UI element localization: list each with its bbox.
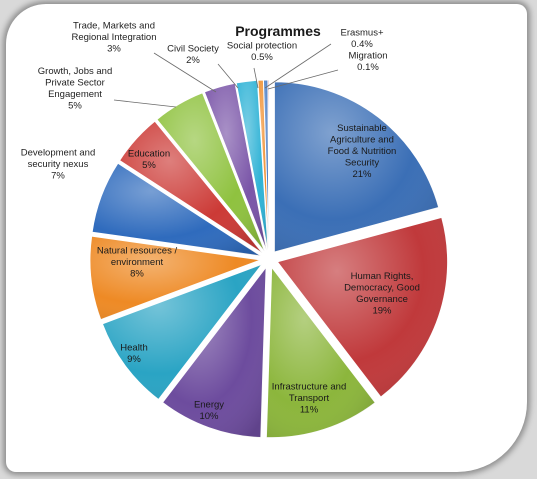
slice-label-line: Trade, Markets and (73, 21, 155, 32)
leader-line (253, 67, 259, 89)
slice-label-line: security nexus (28, 159, 89, 170)
pie-slices (89, 79, 448, 438)
slice-label-line: Transport (289, 393, 330, 404)
slice-label-line: Education (128, 148, 170, 159)
slice-label-line: Social protection (227, 40, 297, 51)
slice-label-line: Erasmus+ (340, 27, 383, 38)
slice-label-line: Food & Nutrition (328, 146, 397, 157)
slice-label: Health 9% (120, 342, 147, 365)
slice-percent: 2% (186, 55, 200, 66)
slice-label: Human Rights, Democracy, Good Governance 19… (344, 271, 420, 317)
slice-label-line: Agriculture and (330, 135, 394, 146)
leader-lines (113, 43, 339, 108)
slice-percent: 19% (372, 305, 392, 316)
slice-label: Trade, Markets and Regional Integration 3% (71, 21, 156, 55)
slice-label: Erasmus+ 0.4% (340, 27, 383, 50)
slice-label-line: Private Sector (45, 77, 105, 88)
pie-chart: Programmes Sustainable Agriculture and Foo… (21, 21, 448, 438)
pie-slice-shine (156, 92, 265, 252)
slice-percent: 5% (142, 160, 156, 171)
chart-frame: Programmes Sustainable Agriculture and Foo… (6, 4, 527, 472)
chart-title: Programmes (235, 23, 321, 39)
slice-percent: 10% (199, 411, 219, 422)
slice-label-line: Regional Integration (71, 32, 156, 43)
leader-line (217, 63, 239, 89)
pie-slice-shine (90, 236, 261, 320)
pie-slice-shine (204, 83, 267, 251)
pie-slice-shine (102, 264, 262, 400)
slice-percent: 11% (300, 405, 319, 416)
leader-line (267, 69, 339, 90)
slice-percent: 7% (51, 171, 65, 182)
slice-label: Natural resources / environment 8% (97, 246, 178, 280)
slice-label: Development and security nexus 7% (21, 148, 95, 182)
leader-line (264, 43, 332, 89)
slice-label-line: Engagement (48, 89, 102, 100)
slice-percent: 8% (130, 269, 144, 280)
slice-label-line: Sustainable (337, 123, 387, 134)
pie-slice-shine (266, 267, 376, 438)
pie-slice-shine (119, 121, 263, 253)
slice-label-line: Infrastructure and (272, 382, 346, 393)
pie-slice-shine (236, 80, 268, 251)
pie-slice-shine (267, 80, 269, 251)
slice-label: Growth, Jobs and Private Sector Engagement… (38, 66, 112, 112)
slice-label-line: Security (345, 158, 380, 169)
leader-line (153, 52, 217, 93)
slice-label-line: Natural resources / (97, 246, 178, 257)
slice-percent: 5% (68, 100, 82, 111)
slice-label-line: Civil Society (167, 43, 219, 54)
slice-label: Education 5% (128, 148, 170, 171)
slice-label: Civil Society 2% (167, 43, 219, 66)
slice-label: Sustainable Agriculture and Food & Nutriti… (328, 123, 397, 180)
pie-slice-shine (274, 81, 439, 252)
pie-slice-shine (258, 80, 269, 251)
slice-label-line: Human Rights, (351, 271, 414, 282)
leader-line (113, 99, 177, 108)
slice-label-line: Health (120, 342, 147, 353)
slice-percent: 0.1% (357, 62, 379, 73)
slice-percent: 3% (107, 44, 121, 55)
slice-label-line: Migration (348, 50, 387, 61)
slice-label-line: Energy (194, 399, 224, 410)
slice-label-line: Growth, Jobs and (38, 66, 112, 77)
slice-label-line: Democracy, Good (344, 282, 420, 293)
slice-label: Infrastructure and Transport 11% (272, 382, 346, 416)
slice-label: Migration 0.1% (348, 50, 387, 73)
pie-slice-shine (92, 163, 261, 256)
slice-percent: 21% (352, 169, 372, 180)
slice-percent: 0.5% (251, 52, 273, 63)
slice-label-line: Development and (21, 148, 95, 159)
pie-slice-shine (277, 217, 448, 397)
pie-slice-shine (162, 267, 266, 438)
slice-percent: 9% (127, 354, 141, 365)
slice-labels: Sustainable Agriculture and Food & Nutriti… (21, 21, 420, 422)
slice-label-line: Governance (356, 294, 408, 305)
slice-percent: 0.4% (351, 39, 373, 50)
slice-label: Energy 10% (194, 399, 224, 422)
pie-slice-shine (263, 80, 269, 251)
slice-label: Social protection 0.5% (227, 40, 297, 63)
slice-label-line: environment (111, 257, 164, 268)
